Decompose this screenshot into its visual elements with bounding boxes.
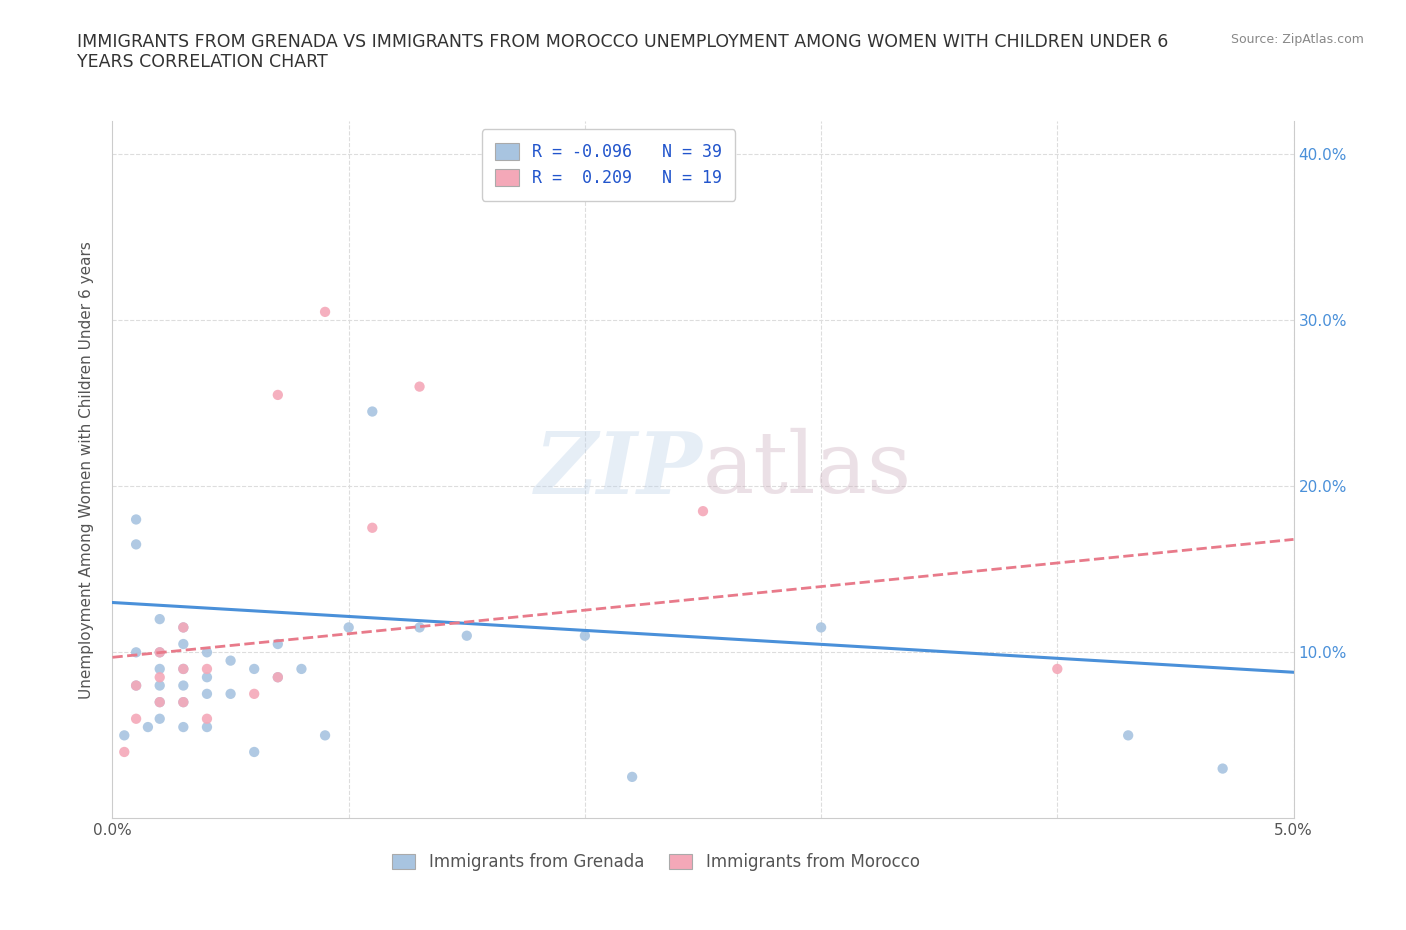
- Point: [149, 670, 172, 684]
- Legend: Immigrants from Grenada, Immigrants from Morocco: Immigrants from Grenada, Immigrants from…: [384, 845, 928, 880]
- Point: [219, 686, 242, 701]
- Point: [172, 661, 194, 676]
- Point: [149, 695, 172, 710]
- Point: [195, 670, 218, 684]
- Point: [136, 720, 159, 735]
- Point: [125, 678, 148, 693]
- Point: [125, 537, 148, 551]
- Point: [361, 521, 384, 536]
- Point: [172, 661, 194, 676]
- Point: [1212, 761, 1234, 776]
- Point: [267, 670, 290, 684]
- Point: [125, 678, 148, 693]
- Point: [172, 620, 194, 635]
- Point: [1116, 728, 1139, 743]
- Point: [361, 405, 384, 419]
- Point: [195, 644, 218, 659]
- Point: [195, 661, 218, 676]
- Point: [125, 711, 148, 726]
- Point: [149, 695, 172, 710]
- Text: Source: ZipAtlas.com: Source: ZipAtlas.com: [1230, 33, 1364, 46]
- Point: [172, 620, 194, 635]
- Point: [172, 678, 194, 693]
- Point: [290, 661, 312, 676]
- Point: [149, 661, 172, 676]
- Point: [267, 388, 290, 403]
- Point: [172, 637, 194, 652]
- Point: [172, 695, 194, 710]
- Point: [195, 720, 218, 735]
- Point: [243, 661, 266, 676]
- Point: [314, 304, 336, 319]
- Point: [267, 670, 290, 684]
- Point: [149, 644, 172, 659]
- Point: [149, 678, 172, 693]
- Point: [195, 711, 218, 726]
- Point: [574, 629, 596, 644]
- Point: [125, 644, 148, 659]
- Point: [456, 629, 478, 644]
- Text: IMMIGRANTS FROM GRENADA VS IMMIGRANTS FROM MOROCCO UNEMPLOYMENT AMONG WOMEN WITH: IMMIGRANTS FROM GRENADA VS IMMIGRANTS FR…: [77, 33, 1168, 72]
- Point: [195, 686, 218, 701]
- Point: [267, 637, 290, 652]
- Y-axis label: Unemployment Among Women with Children Under 6 years: Unemployment Among Women with Children U…: [79, 241, 94, 698]
- Point: [243, 745, 266, 760]
- Point: [149, 644, 172, 659]
- Text: atlas: atlas: [703, 428, 912, 512]
- Point: [172, 695, 194, 710]
- Point: [810, 620, 832, 635]
- Point: [149, 612, 172, 627]
- Point: [408, 620, 430, 635]
- Point: [621, 769, 644, 784]
- Point: [1046, 661, 1069, 676]
- Point: [172, 720, 194, 735]
- Point: [125, 512, 148, 527]
- Point: [408, 379, 430, 394]
- Point: [243, 686, 266, 701]
- Point: [692, 504, 714, 519]
- Point: [314, 728, 336, 743]
- Point: [219, 653, 242, 668]
- Point: [149, 711, 172, 726]
- Point: [337, 620, 360, 635]
- Text: ZIP: ZIP: [536, 428, 703, 512]
- Point: [112, 728, 135, 743]
- Point: [112, 745, 135, 760]
